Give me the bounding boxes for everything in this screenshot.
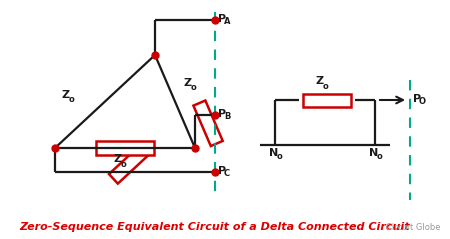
- Text: Z: Z: [113, 154, 121, 164]
- Text: B: B: [224, 112, 230, 120]
- Text: Zero-Sequence Equivalent Circuit of a Delta Connected Circuit: Zero-Sequence Equivalent Circuit of a De…: [20, 222, 410, 232]
- Text: A: A: [224, 16, 230, 26]
- Text: P: P: [218, 14, 226, 24]
- Text: o: o: [191, 83, 197, 92]
- Text: P: P: [218, 166, 226, 176]
- Text: o: o: [277, 152, 283, 161]
- Text: C: C: [224, 168, 230, 178]
- Text: O: O: [419, 97, 426, 105]
- Bar: [303, 93, 351, 107]
- Text: N: N: [369, 148, 378, 158]
- Bar: [194, 100, 223, 146]
- Text: Z: Z: [183, 77, 191, 87]
- Text: o: o: [69, 96, 75, 104]
- Bar: [109, 144, 150, 184]
- Text: o: o: [323, 82, 329, 91]
- Text: N: N: [269, 148, 278, 158]
- Text: P: P: [218, 109, 226, 119]
- Bar: [96, 141, 154, 155]
- Text: Z: Z: [315, 76, 323, 86]
- Text: Circuit Globe: Circuit Globe: [386, 223, 440, 232]
- Text: o: o: [377, 152, 383, 161]
- Text: Z: Z: [61, 89, 69, 99]
- Text: o: o: [121, 160, 127, 169]
- Text: P: P: [413, 94, 421, 104]
